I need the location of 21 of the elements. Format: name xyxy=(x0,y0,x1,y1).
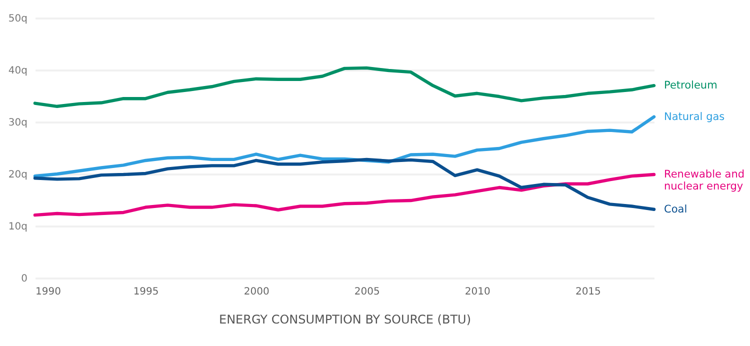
x-tick-label: 2010 xyxy=(464,286,490,298)
series-label: Renewable and nuclear energy xyxy=(664,168,745,193)
x-tick-label: 1995 xyxy=(133,286,159,298)
x-tick-label: 2000 xyxy=(244,286,270,298)
line-series xyxy=(33,158,656,211)
series-label: Coal xyxy=(664,203,688,216)
y-tick-label: 30q xyxy=(8,118,28,128)
line-series xyxy=(33,66,656,108)
line-series xyxy=(33,115,656,178)
series-label: Natural gas xyxy=(664,110,725,123)
y-tick-label: 40q xyxy=(8,66,28,76)
line-series xyxy=(33,172,656,217)
y-tick-label: 0 xyxy=(21,274,28,284)
y-tick-label: 10q xyxy=(8,222,28,232)
series-label: Petroleum xyxy=(664,80,718,92)
y-tick-label: 50q xyxy=(8,14,28,24)
x-tick-label: 2005 xyxy=(354,286,380,298)
y-tick-label: 20q xyxy=(8,170,28,180)
x-axis-title: ENERGY CONSUMPTION BY SOURCE (BTU) xyxy=(218,312,472,326)
x-tick-label: 2015 xyxy=(575,286,601,298)
x-tick-label: 1990 xyxy=(36,286,61,298)
